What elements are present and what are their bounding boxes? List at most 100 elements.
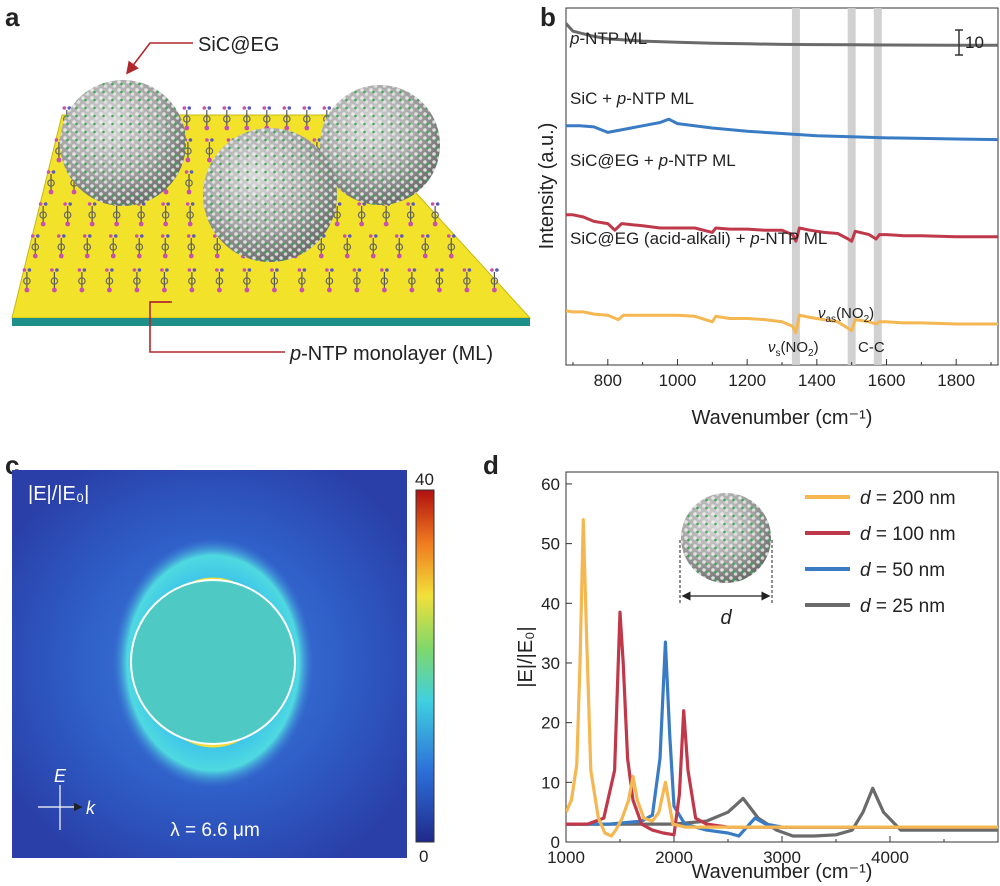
- highlight-band-1500: [847, 8, 856, 365]
- annotation-vas-no2: νas(NO2): [818, 305, 874, 325]
- ntp-molecule: [87, 202, 97, 227]
- ntp-molecule: [297, 268, 307, 293]
- ntp-molecule: [22, 268, 32, 293]
- ntp-molecule: [202, 106, 212, 131]
- legend-label-25: d = 25 nm: [860, 596, 945, 617]
- annotation-vs-no2: νs(NO2): [768, 339, 819, 359]
- ntp-molecule: [242, 106, 252, 131]
- d-xtick-label-3000: 3000: [763, 848, 801, 867]
- trace-label-sic: SiC + p-NTP ML: [570, 89, 694, 108]
- b-xtick-label-1800: 1800: [937, 371, 975, 390]
- ntp-molecule: [132, 268, 142, 293]
- panel-letter-a: a: [5, 2, 20, 32]
- ntp-molecule: [185, 202, 195, 227]
- ntp-molecule: [302, 106, 312, 131]
- b-xtick-label-1200: 1200: [728, 371, 766, 390]
- ntp-molecule: [82, 234, 92, 259]
- ntp-molecule: [394, 234, 404, 259]
- colorbar-min: 0: [419, 847, 428, 866]
- ntp-molecule: [435, 268, 444, 293]
- ntp-molecule: [430, 202, 440, 227]
- field-enhancement-line-1: [566, 610, 998, 837]
- d-xtick-label-2000: 2000: [655, 848, 693, 867]
- field-enhancement-line-2: [566, 640, 998, 838]
- d-xtick-label-4000: 4000: [871, 848, 909, 867]
- trace-label-pntp: p-NTP ML: [569, 29, 647, 48]
- panel-a-illustration: SiC@EG p-NTP monolayer (ML): [11, 34, 532, 365]
- legend-label-200: d = 200 nm: [860, 488, 956, 509]
- panel-d-spectra: 1000 2000 3000 4000 0 10 20 30 40 50 60 d d = 200 …: [515, 471, 999, 883]
- ntp-molecule: [63, 202, 72, 227]
- highlight-band-1340: [791, 8, 800, 365]
- ntp-molecule: [406, 202, 415, 227]
- wavelength-label: λ = 6.6 μm: [170, 820, 260, 841]
- b-xtick-label-1600: 1600: [868, 371, 906, 390]
- spectrum-line-0: [566, 22, 998, 47]
- ntp-molecule: [352, 268, 362, 293]
- ntp-molecule: [342, 234, 352, 259]
- ntp-molecule: [187, 268, 197, 293]
- ntp-molecule: [186, 234, 196, 259]
- ntp-molecule: [420, 234, 430, 259]
- monolayer-label: p-NTP monolayer (ML): [289, 343, 493, 365]
- ntp-molecule: [222, 106, 232, 131]
- spectrum-line-2: [566, 213, 998, 243]
- ntp-molecule: [242, 268, 252, 293]
- b-xtick-label-1000: 1000: [659, 371, 697, 390]
- highlight-band-1575: [873, 8, 882, 365]
- annotation-cc: C-C: [858, 339, 885, 356]
- panel-b-frame: [565, 7, 999, 366]
- spectrum-line-3: [566, 309, 998, 335]
- b-xtick-label-1400: 1400: [798, 371, 836, 390]
- panel-letter-b: b: [540, 2, 556, 32]
- ntp-molecule: [160, 268, 169, 293]
- ntp-molecule: [184, 170, 194, 195]
- ntp-molecule: [325, 268, 334, 293]
- panel-c-field-map: |E|/|E₀| E k λ = 6.6 μm 40 0: [12, 470, 435, 866]
- field-label: |E|/|E₀|: [28, 483, 89, 505]
- axis-k-label: k: [86, 798, 96, 818]
- d-ytick-label-20: 20: [541, 714, 560, 733]
- ntp-molecule: [160, 234, 170, 259]
- spectrum-line-1: [566, 117, 998, 142]
- colorbar: [415, 489, 435, 843]
- d-ytick-label-10: 10: [541, 773, 560, 792]
- ntp-molecule: [262, 106, 272, 131]
- d-ytick-label-40: 40: [541, 594, 560, 613]
- d-ytick-label-60: 60: [541, 475, 560, 494]
- panel-b-ylabel: Intensity (a.u.): [536, 123, 558, 250]
- ntp-molecule: [161, 202, 170, 227]
- ntp-molecule: [105, 268, 114, 293]
- d-ytick-label-30: 30: [541, 654, 560, 673]
- panel-b-xlabel: Wavenumber (cm⁻¹): [692, 407, 873, 429]
- trace-label-siceg: SiC@EG + p-NTP ML: [570, 151, 736, 170]
- ntp-molecule: [134, 234, 144, 259]
- legend-label-100: d = 100 nm: [860, 524, 956, 545]
- ntp-molecule: [77, 268, 87, 293]
- ntp-molecule: [215, 268, 224, 293]
- colorbar-max: 40: [415, 470, 434, 489]
- ntp-molecule: [54, 138, 64, 163]
- d-ytick-label-50: 50: [541, 535, 560, 554]
- ntp-molecule: [30, 234, 40, 259]
- panel-d-legend: d = 200 nm d = 100 nm d = 50 nm d = 25 n…: [805, 488, 956, 617]
- ntp-molecule: [270, 268, 279, 293]
- ntp-molecule: [182, 106, 192, 131]
- ntp-molecule: [56, 234, 66, 259]
- ntp-molecule: [462, 268, 472, 293]
- ntp-molecule: [446, 234, 456, 259]
- ntp-molecule: [50, 268, 59, 293]
- panel-letter-d: d: [483, 450, 499, 480]
- ntp-molecule: [205, 138, 214, 163]
- ntp-molecule: [407, 268, 417, 293]
- b-xtick-label-800: 800: [594, 371, 622, 390]
- ntp-molecule: [490, 268, 499, 293]
- particle-outline: [130, 579, 296, 745]
- panel-b-spectra: 800 1000 1200 1400 1600 1800 10 p-NTP ML SiC …: [536, 7, 999, 429]
- trace-label-siceg-acid: SiC@EG (acid-alkali) + p-NTP ML: [570, 229, 827, 248]
- d-ytick-label-0: 0: [551, 833, 560, 852]
- particle-callout-arrow: [126, 42, 193, 75]
- panel-d-xlabel: Wavenumber (cm⁻¹): [692, 861, 873, 883]
- ntp-molecule: [38, 202, 48, 227]
- d-xtick-label-1000: 1000: [547, 848, 585, 867]
